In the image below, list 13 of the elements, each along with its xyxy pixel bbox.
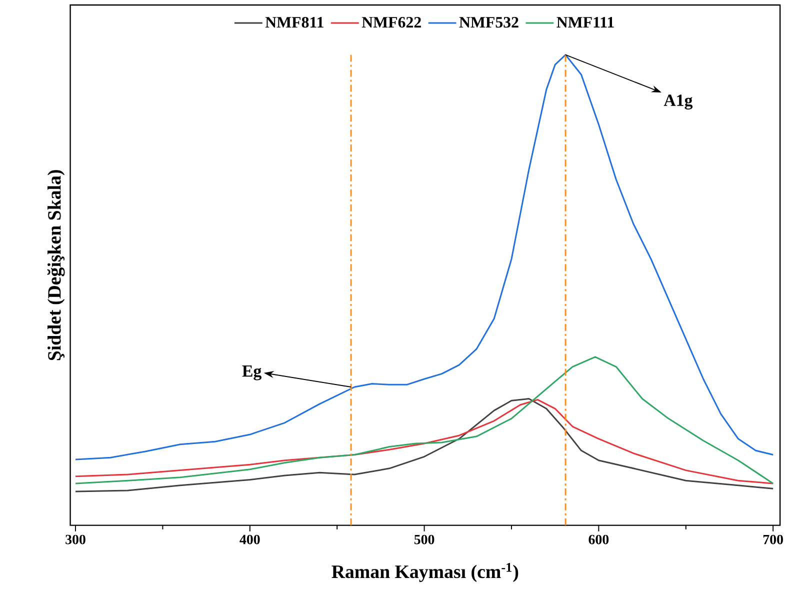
- legend-label: NMF622: [362, 16, 421, 28]
- x-tick-label: 400: [240, 534, 260, 544]
- x-tick-label: 500: [414, 534, 434, 544]
- x-tick-label: 300: [66, 534, 86, 544]
- legend-label: NMF811: [265, 16, 324, 28]
- y-axis-title: Şiddet (Değişken Skala): [47, 170, 65, 360]
- x-tick-label: 600: [588, 534, 609, 544]
- annotation: Eg: [242, 365, 262, 380]
- legend-label: NMF532: [459, 16, 518, 28]
- legend-label: NMF111: [556, 16, 614, 28]
- annotation: A1g: [664, 94, 693, 110]
- x-tick-label: 700: [763, 534, 783, 544]
- x-axis-title: Raman Kayması (cm$^{-1}$): [332, 562, 518, 582]
